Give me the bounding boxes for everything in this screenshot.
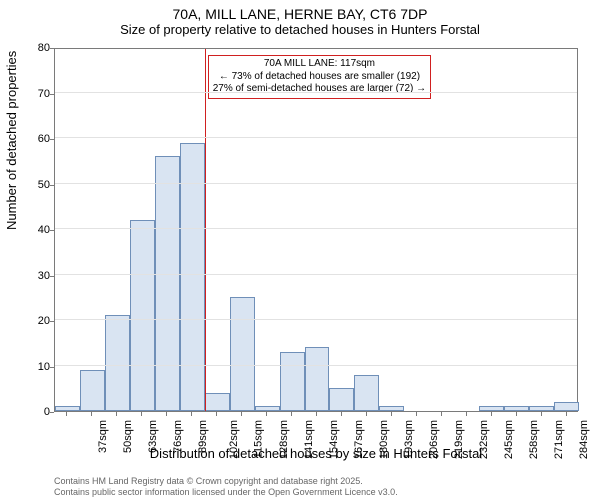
x-tick-label: 50sqm [122, 420, 134, 453]
x-tick-label: 245sqm [503, 420, 515, 459]
x-tick-label: 128sqm [278, 420, 290, 459]
x-tick-mark [116, 412, 117, 416]
x-tick-label: 219sqm [453, 420, 465, 459]
y-tick-mark [50, 94, 54, 95]
x-tick-label: 37sqm [98, 420, 110, 453]
chart-subtitle: Size of property relative to detached ho… [0, 22, 600, 41]
x-tick-mark [91, 412, 92, 416]
y-tick-label: 20 [20, 315, 50, 327]
bars-container [55, 49, 577, 411]
x-tick-mark [391, 412, 392, 416]
histogram-bar [130, 220, 155, 411]
histogram-bar [379, 406, 404, 411]
x-tick-label: 76sqm [172, 420, 184, 453]
annotation-line: 27% of semi-detached houses are larger (… [213, 83, 426, 96]
x-tick-mark [316, 412, 317, 416]
x-tick-mark [166, 412, 167, 416]
y-tick-mark [50, 412, 54, 413]
x-tick-label: 115sqm [253, 420, 265, 458]
y-tick-mark [50, 367, 54, 368]
x-tick-mark [191, 412, 192, 416]
histogram-bar [255, 406, 280, 411]
histogram-bar [55, 406, 80, 411]
plot-area: 70A MILL LANE: 117sqm← 73% of detached h… [54, 48, 578, 412]
y-tick-mark [50, 230, 54, 231]
x-tick-mark [441, 412, 442, 416]
x-tick-mark [241, 412, 242, 416]
histogram-bar [354, 375, 379, 411]
gridline-h [55, 183, 577, 184]
x-tick-label: 193sqm [403, 420, 415, 459]
x-tick-mark [491, 412, 492, 416]
x-tick-label: 284sqm [578, 420, 590, 459]
x-tick-label: 102sqm [228, 420, 240, 459]
y-tick-label: 30 [20, 270, 50, 282]
y-tick-label: 10 [20, 361, 50, 373]
gridline-h [55, 274, 577, 275]
histogram-bar [80, 370, 105, 411]
histogram-bar [479, 406, 504, 411]
histogram-bar [205, 393, 230, 411]
x-tick-mark [516, 412, 517, 416]
y-tick-label: 50 [20, 179, 50, 191]
y-tick-label: 80 [20, 42, 50, 54]
x-tick-mark [216, 412, 217, 416]
annotation-line: 70A MILL LANE: 117sqm [213, 58, 426, 71]
histogram-bar [329, 388, 354, 411]
x-tick-mark [291, 412, 292, 416]
gridline-h [55, 92, 577, 93]
x-tick-label: 154sqm [328, 420, 340, 459]
y-tick-label: 70 [20, 88, 50, 100]
histogram-bar [554, 402, 579, 411]
x-tick-label: 63sqm [147, 420, 159, 453]
x-tick-mark [466, 412, 467, 416]
histogram-bar [155, 156, 180, 411]
histogram-bar [504, 406, 529, 411]
histogram-bar [305, 347, 330, 411]
x-tick-label: 232sqm [478, 420, 490, 459]
gridline-h [55, 319, 577, 320]
chart-title: 70A, MILL LANE, HERNE BAY, CT6 7DP [0, 0, 600, 22]
reference-line [205, 49, 206, 411]
y-tick-mark [50, 276, 54, 277]
x-tick-label: 258sqm [528, 420, 540, 459]
x-tick-mark [66, 412, 67, 416]
x-tick-label: 180sqm [378, 420, 390, 459]
y-tick-label: 0 [20, 406, 50, 418]
x-tick-mark [141, 412, 142, 416]
footer-attribution: Contains HM Land Registry data © Crown c… [54, 476, 398, 498]
y-tick-label: 40 [20, 224, 50, 236]
histogram-bar [230, 297, 255, 411]
x-tick-mark [541, 412, 542, 416]
histogram-bar [105, 315, 130, 411]
x-tick-label: 167sqm [353, 420, 365, 459]
annotation-line: ← 73% of detached houses are smaller (19… [213, 71, 426, 84]
histogram-bar [529, 406, 554, 411]
x-tick-label: 141sqm [303, 420, 315, 459]
x-tick-mark [266, 412, 267, 416]
x-tick-label: 89sqm [197, 420, 209, 453]
x-tick-mark [366, 412, 367, 416]
histogram-bar [280, 352, 305, 411]
y-axis-label: Number of detached properties [4, 51, 19, 230]
gridline-h [55, 137, 577, 138]
x-tick-mark [341, 412, 342, 416]
gridline-h [55, 228, 577, 229]
x-tick-label: 206sqm [428, 420, 440, 459]
x-tick-label: 271sqm [553, 420, 565, 459]
x-tick-mark [416, 412, 417, 416]
y-tick-mark [50, 185, 54, 186]
footer-line: Contains public sector information licen… [54, 487, 398, 498]
x-tick-mark [566, 412, 567, 416]
y-tick-mark [50, 48, 54, 49]
y-tick-mark [50, 139, 54, 140]
gridline-h [55, 365, 577, 366]
y-tick-mark [50, 321, 54, 322]
y-tick-label: 60 [20, 133, 50, 145]
footer-line: Contains HM Land Registry data © Crown c… [54, 476, 398, 487]
